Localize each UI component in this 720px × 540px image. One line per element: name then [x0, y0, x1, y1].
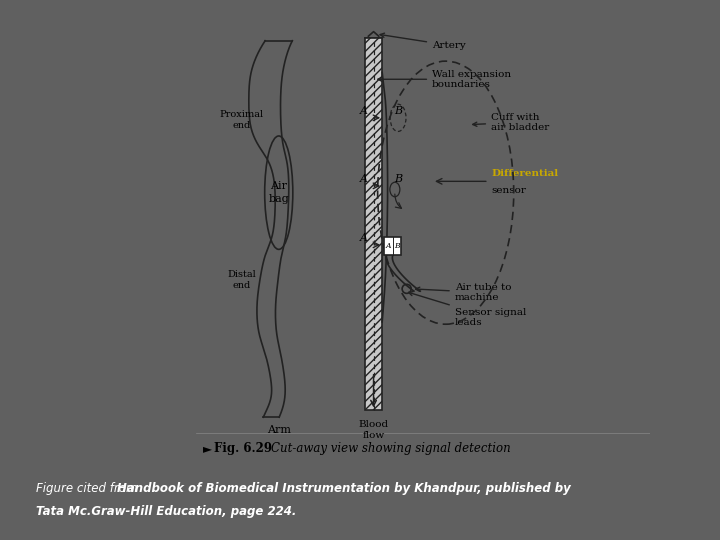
Text: sensor: sensor: [491, 186, 526, 195]
Bar: [384, 237, 401, 255]
Bar: [365, 38, 382, 410]
Text: Air
bag: Air bag: [269, 181, 289, 204]
Text: A: A: [359, 233, 368, 242]
Text: B: B: [394, 105, 402, 116]
Text: Tata Mc.Graw-Hill Education, page 224.: Tata Mc.Graw-Hill Education, page 224.: [36, 505, 297, 518]
Text: Handbook of Biomedical Instrumentation by Khandpur, published by: Handbook of Biomedical Instrumentation b…: [117, 482, 570, 495]
Text: B: B: [394, 242, 400, 249]
Text: Proximal
end: Proximal end: [220, 110, 264, 130]
Text: Distal
end: Distal end: [228, 270, 256, 291]
Text: Blood
flow: Blood flow: [359, 420, 389, 440]
Text: Cut-away view showing signal detection: Cut-away view showing signal detection: [271, 442, 510, 455]
Text: Fig. 6.29: Fig. 6.29: [215, 442, 272, 455]
Text: A: A: [359, 105, 368, 116]
Text: A: A: [359, 173, 368, 184]
Text: A: A: [385, 242, 391, 249]
Text: B: B: [394, 173, 402, 184]
Text: Sensor signal
leads: Sensor signal leads: [408, 292, 526, 327]
Text: Arm: Arm: [266, 425, 291, 435]
Text: Cuff with
air bladder: Cuff with air bladder: [473, 113, 549, 132]
Text: Artery: Artery: [380, 33, 466, 50]
Text: ►: ►: [203, 442, 212, 455]
Text: Air tube to
machine: Air tube to machine: [415, 283, 511, 302]
Text: Figure cited from: Figure cited from: [36, 482, 141, 495]
Text: Differential: Differential: [491, 168, 558, 178]
Text: Wall expansion
boundaries: Wall expansion boundaries: [378, 70, 511, 89]
